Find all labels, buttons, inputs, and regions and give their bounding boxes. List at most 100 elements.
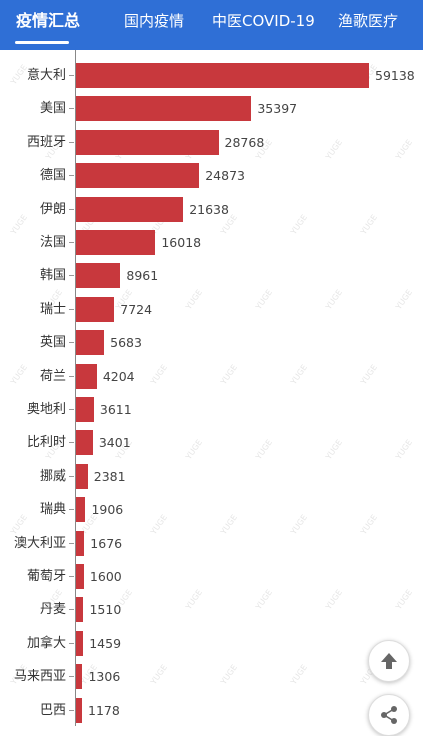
chart-row: 巴西 1178	[0, 694, 423, 726]
category-label: 挪威	[39, 468, 66, 484]
chart-row: 丹麦 1510	[0, 593, 423, 626]
bar	[76, 129, 219, 155]
category-label: 英国	[39, 335, 66, 351]
value-label: 28768	[224, 134, 265, 150]
chart-y-axis	[75, 50, 76, 726]
bar	[76, 63, 369, 88]
tab-tcm-covid[interactable]: 中医COVID-19	[212, 12, 315, 30]
value-label: 3401	[98, 435, 131, 451]
bar	[76, 397, 94, 422]
bar	[76, 463, 88, 489]
chart-row: 西班牙 28768	[0, 126, 423, 159]
axis-tick	[69, 475, 74, 477]
scroll-to-top-button[interactable]	[368, 640, 410, 682]
category-label: 德国	[39, 168, 66, 184]
arrow-up-icon	[381, 653, 397, 669]
bar	[76, 330, 105, 356]
category-label: 瑞士	[39, 301, 66, 317]
bar	[76, 230, 156, 255]
bar	[76, 697, 82, 723]
value-label: 1906	[91, 502, 124, 518]
axis-tick	[69, 509, 74, 511]
value-label: 21638	[189, 201, 229, 217]
tab-yuge-medical[interactable]: 渔歌医疗	[338, 12, 399, 30]
tab-domestic[interactable]: 国内疫情	[124, 12, 185, 30]
axis-tick	[69, 609, 74, 611]
chart-row: 伊朗 21638	[0, 193, 423, 226]
axis-tick	[69, 542, 74, 544]
category-label: 瑞典	[39, 502, 66, 518]
chart-row: 瑞士 7724	[0, 293, 423, 326]
tab-summary[interactable]: 疫情汇总	[16, 11, 81, 30]
active-tab-indicator	[15, 41, 69, 44]
bar	[76, 530, 85, 556]
value-label: 1676	[90, 535, 123, 551]
value-label: 4204	[102, 368, 135, 384]
category-label: 葡萄牙	[26, 569, 66, 584]
bar	[76, 296, 115, 322]
category-label: 奥地利	[26, 402, 66, 417]
bar	[76, 196, 184, 222]
value-label: 1600	[89, 569, 122, 584]
chart-row: 意大利 59138	[0, 59, 423, 92]
value-label: 35397	[257, 101, 298, 117]
chart-row: 瑞典 1906	[0, 493, 423, 526]
value-label: 1178	[88, 702, 120, 718]
category-label: 西班牙	[26, 134, 66, 150]
chart-row: 法国 16018	[0, 226, 423, 259]
axis-tick	[69, 342, 74, 344]
category-label: 加拿大	[26, 635, 66, 651]
category-label: 比利时	[26, 435, 66, 451]
axis-tick	[69, 208, 74, 210]
chart-row: 比利时 3401	[0, 426, 423, 459]
bar	[76, 363, 97, 389]
axis-tick	[69, 375, 74, 377]
chart-row: 挪威 2381	[0, 460, 423, 493]
axis-tick	[69, 676, 74, 678]
value-label: 7724	[120, 301, 153, 317]
value-label: 59138	[375, 68, 415, 83]
chart-row: 加拿大 1459	[0, 627, 423, 660]
value-label: 1510	[89, 602, 122, 618]
axis-tick	[69, 175, 74, 177]
category-label: 意大利	[26, 68, 66, 83]
axis-tick	[69, 242, 74, 243]
chart-row: 马来西亚 1306	[0, 660, 423, 693]
value-label: 3611	[99, 402, 132, 417]
bar	[76, 564, 84, 589]
bar	[76, 96, 252, 122]
axis-tick	[69, 75, 74, 76]
chart-row: 美国 35397	[0, 92, 423, 125]
axis-tick	[69, 308, 74, 310]
axis-tick	[69, 709, 74, 711]
axis-tick	[69, 576, 74, 577]
axis-tick	[69, 141, 74, 143]
category-label: 法国	[39, 235, 66, 250]
chart-row: 英国 5683	[0, 326, 423, 359]
bar	[76, 630, 84, 656]
value-label: 16018	[161, 235, 202, 250]
chart-row: 荷兰 4204	[0, 360, 423, 393]
value-label: 2381	[93, 468, 126, 484]
chart-row: 奥地利 3611	[0, 393, 423, 426]
axis-tick	[69, 642, 74, 644]
category-label: 伊朗	[39, 201, 66, 217]
chart-row: 葡萄牙 1600	[0, 560, 423, 593]
bar	[76, 597, 84, 623]
bar	[76, 163, 200, 189]
value-label: 24873	[205, 168, 245, 184]
category-label: 韩国	[39, 268, 66, 284]
category-label: 美国	[39, 101, 66, 117]
value-label: 8961	[126, 268, 159, 284]
chart-row: 澳大利亚 1676	[0, 527, 423, 560]
axis-tick	[69, 409, 74, 410]
category-label: 巴西	[39, 702, 66, 718]
chart-row: 德国 24873	[0, 159, 423, 192]
share-icon	[381, 706, 397, 724]
value-label: 1459	[89, 635, 122, 651]
top-tab-bar: 疫情汇总 国内疫情 中医COVID-19 渔歌医疗	[0, 0, 423, 50]
share-button[interactable]	[368, 694, 410, 736]
axis-tick	[69, 442, 74, 444]
category-label: 马来西亚	[13, 669, 66, 685]
category-label: 澳大利亚	[13, 535, 66, 551]
